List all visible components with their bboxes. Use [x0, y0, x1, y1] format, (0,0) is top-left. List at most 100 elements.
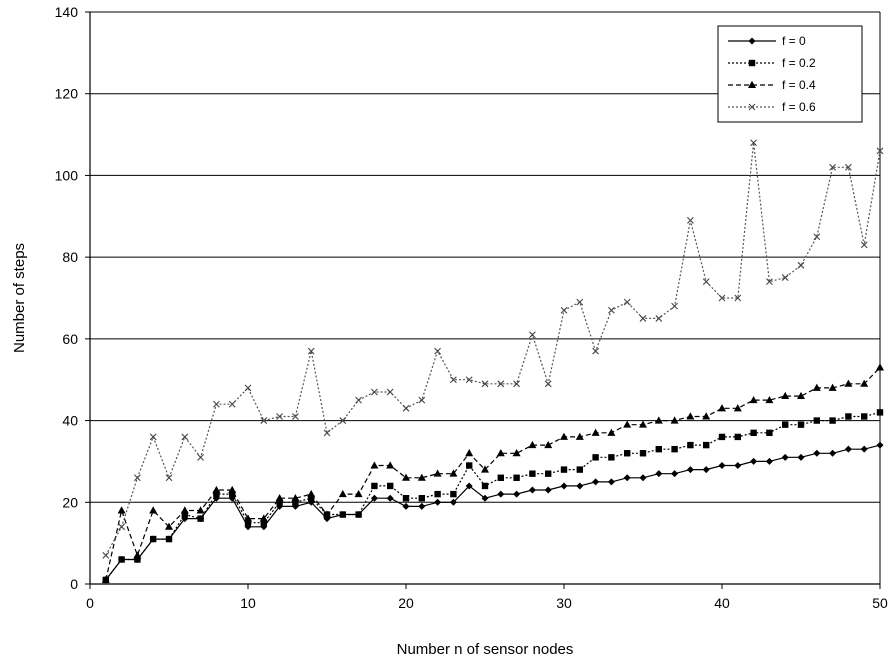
data-point: [639, 315, 647, 322]
y-axis-label: Number of steps: [11, 243, 28, 353]
data-point: [449, 498, 457, 506]
data-point: [307, 347, 315, 355]
data-point: [845, 413, 852, 420]
data-point: [513, 490, 521, 498]
data-point: [387, 482, 394, 490]
y-tick-label: 100: [55, 167, 79, 183]
data-point: [528, 486, 536, 494]
data-point: [291, 494, 300, 502]
data-point: [402, 502, 410, 510]
data-point: [624, 450, 631, 457]
legend-label: f = 0.6: [782, 100, 816, 114]
x-tick-label: 50: [872, 595, 888, 611]
data-point: [512, 449, 521, 457]
data-point: [813, 233, 821, 241]
data-point: [575, 432, 584, 440]
data-point: [876, 409, 884, 416]
data-point: [339, 417, 347, 424]
data-point: [434, 490, 441, 498]
data-point: [307, 489, 316, 498]
data-point: [797, 261, 805, 269]
data-point: [686, 412, 695, 420]
data-point: [370, 494, 378, 502]
data-point: [828, 383, 837, 391]
data-point: [876, 363, 884, 371]
data-point: [450, 376, 457, 384]
data-point: [591, 428, 600, 436]
data-point: [607, 478, 615, 486]
data-point: [229, 490, 236, 498]
data-point: [750, 429, 757, 437]
data-point: [687, 441, 694, 449]
data-point: [323, 510, 331, 518]
data-point: [766, 429, 773, 437]
data-point: [213, 490, 220, 498]
data-point: [592, 454, 599, 461]
data-point: [749, 395, 758, 404]
data-point: [734, 462, 742, 470]
y-tick-label: 120: [55, 86, 79, 102]
legend-marker: [748, 80, 756, 88]
data-point: [544, 440, 553, 449]
data-point: [829, 417, 836, 424]
data-point: [718, 294, 726, 302]
data-point: [860, 241, 868, 249]
data-point: [576, 298, 584, 306]
legend: f = 0 f = 0.2 f = 0.4 f = 0.6: [717, 25, 863, 123]
data-point: [481, 482, 489, 490]
data-point: [228, 400, 236, 408]
data-point: [607, 428, 616, 436]
data-point: [797, 421, 805, 428]
data-point: [829, 449, 837, 457]
data-point: [497, 490, 505, 498]
data-point: [560, 306, 568, 314]
data-point: [623, 420, 632, 428]
data-point: [560, 432, 568, 440]
data-point: [671, 445, 678, 453]
data-point: [623, 474, 631, 482]
data-point: [671, 302, 678, 310]
data-point: [702, 466, 710, 474]
data-point: [860, 379, 869, 387]
data-point: [876, 147, 884, 155]
series-1: [102, 409, 884, 584]
data-point: [292, 499, 299, 506]
data-point: [386, 494, 394, 502]
data-point: [134, 474, 141, 482]
data-point: [150, 535, 157, 543]
data-point: [418, 495, 425, 502]
data-point: [292, 413, 299, 420]
data-point: [766, 278, 773, 286]
data-point: [354, 489, 363, 498]
data-point: [686, 466, 694, 474]
data-point: [418, 396, 426, 404]
data-point: [434, 347, 441, 355]
data-point: [260, 519, 267, 526]
data-point: [845, 163, 852, 171]
y-tick-label: 20: [62, 494, 78, 510]
data-point: [276, 499, 283, 506]
data-point: [213, 400, 220, 408]
x-tick-label: 30: [556, 595, 572, 611]
data-point: [529, 470, 536, 477]
data-point: [576, 466, 583, 473]
axes: [85, 11, 881, 589]
legend-label: f = 0.2: [782, 56, 816, 70]
data-point: [513, 380, 520, 388]
data-point: [118, 556, 125, 563]
data-point: [860, 445, 868, 453]
data-point: [481, 380, 489, 388]
data-point: [465, 376, 473, 384]
data-point: [118, 523, 125, 531]
data-point: [418, 502, 426, 510]
data-point: [101, 575, 110, 583]
data-point: [481, 465, 489, 473]
data-point: [655, 445, 662, 453]
data-point: [687, 216, 694, 224]
legend-marker: [748, 37, 756, 45]
x-tick-label: 0: [86, 595, 94, 611]
data-point: [386, 461, 395, 469]
y-tick-label: 80: [62, 249, 78, 265]
data-point: [134, 556, 141, 563]
data-point: [592, 478, 600, 486]
